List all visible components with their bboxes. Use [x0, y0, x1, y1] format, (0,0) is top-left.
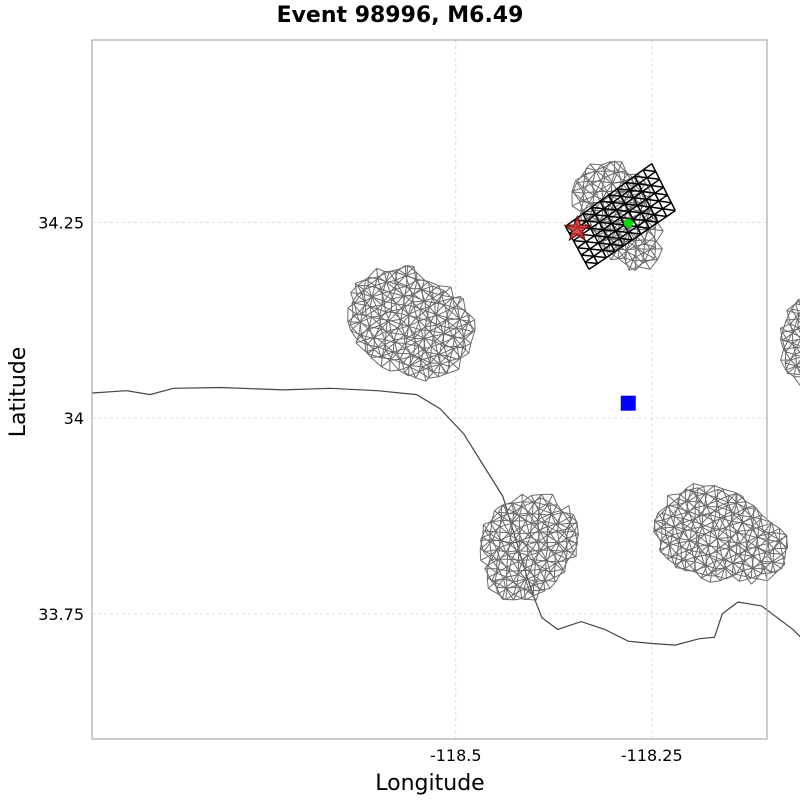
y-axis-label: Latitude	[6, 347, 31, 438]
mesh-lines	[779, 300, 800, 376]
y-tick-label: 34.25	[38, 213, 84, 232]
mesh-lines	[347, 265, 474, 382]
rupture-mesh	[564, 163, 676, 270]
plot-frame	[91, 39, 768, 740]
mesh-lines	[479, 493, 579, 601]
patch-southwest	[479, 493, 579, 601]
coastline	[91, 386, 800, 646]
x-tick-labels: -118.5-118.25-118	[430, 746, 683, 765]
x-tick-label: -118.25	[621, 746, 683, 765]
site-marker	[620, 395, 636, 411]
grid	[92, 40, 767, 739]
y-tick-label: 34	[64, 409, 84, 428]
chart-title: Event 98996, M6.49	[277, 3, 524, 28]
x-axis-label: Longitude	[375, 771, 484, 796]
fault-mesh-layer	[347, 160, 800, 601]
rupture-patch-layer	[564, 163, 676, 270]
patch-west	[347, 265, 476, 382]
patch-east	[779, 298, 800, 387]
centroid-point	[623, 218, 633, 228]
epicenter-star	[563, 214, 592, 242]
patch-southeast	[653, 483, 789, 585]
marker-layer	[563, 214, 636, 411]
y-tick-labels: 34.25 34 33.75	[38, 213, 84, 623]
y-tick-label: 33.75	[38, 605, 84, 624]
x-tick-label: -118.5	[430, 746, 482, 765]
coastline-layer	[91, 386, 800, 646]
mesh-lines	[653, 483, 789, 585]
